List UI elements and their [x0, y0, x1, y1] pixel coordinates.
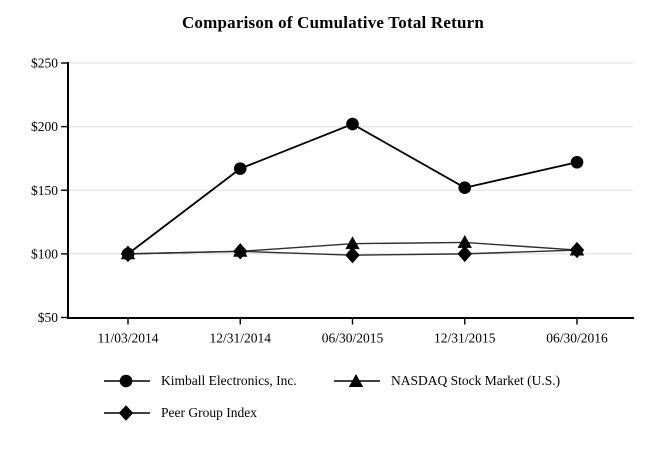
chart-legend: Kimball Electronics, Inc. NASDAQ Stock M… — [104, 372, 560, 422]
svg-text:$50: $50 — [38, 310, 59, 325]
svg-text:$150: $150 — [31, 183, 58, 198]
svg-text:$250: $250 — [31, 56, 58, 71]
circle-line-marker-icon — [104, 372, 150, 390]
svg-text:06/30/2016: 06/30/2016 — [546, 331, 608, 346]
triangle-line-marker-icon — [334, 372, 380, 390]
legend-item-peer: Peer Group Index — [104, 404, 334, 422]
diamond-line-marker-icon — [104, 404, 150, 422]
legend-label-nasdaq: NASDAQ Stock Market (U.S.) — [391, 373, 561, 388]
legend-label-peer: Peer Group Index — [161, 405, 257, 420]
legend-item-kimball: Kimball Electronics, Inc. — [104, 372, 334, 390]
legend-item-nasdaq: NASDAQ Stock Market (U.S.) — [334, 372, 560, 390]
svg-text:12/31/2015: 12/31/2015 — [434, 331, 496, 346]
line-chart-plot: $50 $100 $150 $200 $250 11/03/2014 12/31/2014 0… — [31, 56, 634, 346]
chart-title: Comparison of Cumulative Total Return — [181, 13, 485, 32]
svg-text:$100: $100 — [31, 246, 58, 261]
svg-text:11/03/2014: 11/03/2014 — [97, 331, 158, 346]
svg-text:12/31/2014: 12/31/2014 — [209, 331, 271, 346]
svg-text:$200: $200 — [31, 119, 58, 134]
legend-label-kimball: Kimball Electronics, Inc. — [161, 373, 297, 388]
svg-text:06/30/2015: 06/30/2015 — [322, 331, 384, 346]
